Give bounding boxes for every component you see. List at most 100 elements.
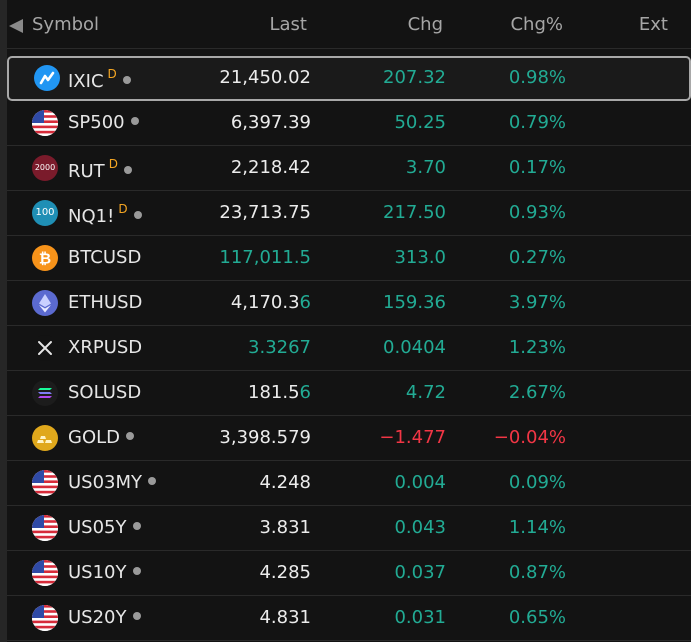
last-price: 3,398.579 [219,427,311,448]
xrp-icon [32,335,58,361]
market-status-dot [148,477,157,485]
change-value: 0.0404 [383,337,446,358]
last-price: 2,218.42 [230,157,311,178]
change-value: 217.50 [383,202,446,223]
last-price: 4.248 [259,472,311,493]
bitcoin-icon: ₿ [32,245,58,271]
collapse-arrow-icon[interactable] [9,19,23,33]
solana-icon [32,380,58,406]
last-price: 23,713.75 [219,202,311,223]
last-price: 6,397.39 [230,112,311,133]
watchlist-rows: IXIC D 21,450.02 207.32 0.98% SP500 6,397… [7,56,691,641]
change-percent: −0.04% [493,427,566,448]
last-price: 117,011.5 [219,247,311,268]
last-price: 4.285 [259,562,311,583]
watchlist-row-solusd[interactable]: SOLUSD 181.56 4.72 2.67% [7,371,691,416]
ethereum-icon [32,290,58,316]
symbol-name: SOLUSD [68,382,142,403]
symbol-name: ETHUSD [68,292,143,313]
column-header-symbol[interactable]: Symbol [32,14,100,35]
market-status-dot [126,432,135,440]
us-flag-icon [32,470,58,496]
symbol-name: US03MY [68,472,157,493]
column-header-ext[interactable]: Ext [638,14,668,35]
watchlist-row-sp500[interactable]: SP500 6,397.39 50.25 0.79% [7,101,691,146]
last-price: 4,170.36 [230,292,311,313]
market-status-dot [132,567,141,575]
column-header-last[interactable]: Last [269,14,308,35]
change-percent: 0.87% [508,562,566,583]
nasdaq-icon [34,65,60,91]
market-status-dot [123,166,132,174]
watchlist-row-gold[interactable]: GOLD 3,398.579 −1.477 −0.04% [7,416,691,461]
change-percent: 2.67% [508,382,566,403]
change-value: 313.0 [394,247,446,268]
nasdaq-100-icon: 100 [32,200,58,226]
russell-2000-icon: 2000 [32,155,58,181]
left-panel-edge [0,0,7,642]
change-value: 3.70 [405,157,446,178]
watchlist-row-xrpusd[interactable]: XRPUSD 3.3267 0.0404 1.23% [7,326,691,371]
watchlist-row-btcusd[interactable]: ₿ BTCUSD 117,011.5 313.0 0.27% [7,236,691,281]
last-price: 3.3267 [248,337,311,358]
market-status-dot [122,76,131,84]
change-percent: 1.14% [508,517,566,538]
symbol-name: NQ1! D [68,202,142,227]
symbol-name: GOLD [68,427,135,448]
change-percent: 0.17% [508,157,566,178]
change-percent: 0.79% [508,112,566,133]
column-header-chg[interactable]: Chg [407,14,443,35]
market-status-dot [132,522,141,530]
last-price: 181.56 [248,382,311,403]
change-value: 50.25 [394,112,446,133]
gold-bars-icon [32,425,58,451]
watchlist-row-us03my[interactable]: US03MY 4.248 0.004 0.09% [7,461,691,506]
change-value: 207.32 [383,67,446,88]
change-value: 0.043 [394,517,446,538]
market-status-dot [132,612,141,620]
delayed-badge: D [107,67,117,81]
column-header-chg-percent[interactable]: Chg% [510,14,563,35]
change-percent: 0.09% [508,472,566,493]
us-flag-icon [32,110,58,136]
symbol-name: BTCUSD [68,247,142,268]
change-percent: 0.98% [508,67,566,88]
watchlist-header: Symbol Last Chg Chg% Ext [7,0,691,49]
change-value: 4.72 [405,382,446,403]
us-flag-icon [32,515,58,541]
last-price: 3.831 [259,517,311,538]
change-value: −1.477 [379,427,446,448]
watchlist-row-nq1[interactable]: 100 NQ1! D 23,713.75 217.50 0.93% [7,191,691,236]
market-status-dot [133,211,142,219]
symbol-name: US05Y [68,517,141,538]
watchlist-row-us20y[interactable]: US20Y 4.831 0.031 0.65% [7,596,691,641]
svg-text:₿: ₿ [39,250,51,268]
symbol-name: US20Y [68,607,141,628]
us-flag-icon [32,560,58,586]
watchlist-row-ethusd[interactable]: ETHUSD 4,170.36 159.36 3.97% [7,281,691,326]
watchlist-row-us10y[interactable]: US10Y 4.285 0.037 0.87% [7,551,691,596]
watchlist-row-us05y[interactable]: US05Y 3.831 0.043 1.14% [7,506,691,551]
symbol-name: RUT D [68,157,132,182]
change-percent: 0.93% [508,202,566,223]
last-price: 4.831 [259,607,311,628]
us-flag-icon [32,605,58,631]
watchlist-row-rut[interactable]: 2000 RUT D 2,218.42 3.70 0.17% [7,146,691,191]
watchlist-row-ixic[interactable]: IXIC D 21,450.02 207.32 0.98% [7,56,691,101]
last-price: 21,450.02 [219,67,311,88]
symbol-name: XRPUSD [68,337,143,358]
symbol-name: US10Y [68,562,141,583]
change-percent: 3.97% [508,292,566,313]
market-status-dot [130,117,139,125]
change-percent: 0.27% [508,247,566,268]
change-value: 0.037 [394,562,446,583]
change-value: 159.36 [383,292,446,313]
delayed-badge: D [118,202,128,216]
change-percent: 1.23% [508,337,566,358]
change-value: 0.004 [394,472,446,493]
symbol-name: IXIC D [68,67,131,92]
symbol-name: SP500 [68,112,139,133]
change-value: 0.031 [394,607,446,628]
change-percent: 0.65% [508,607,566,628]
delayed-badge: D [108,157,118,171]
